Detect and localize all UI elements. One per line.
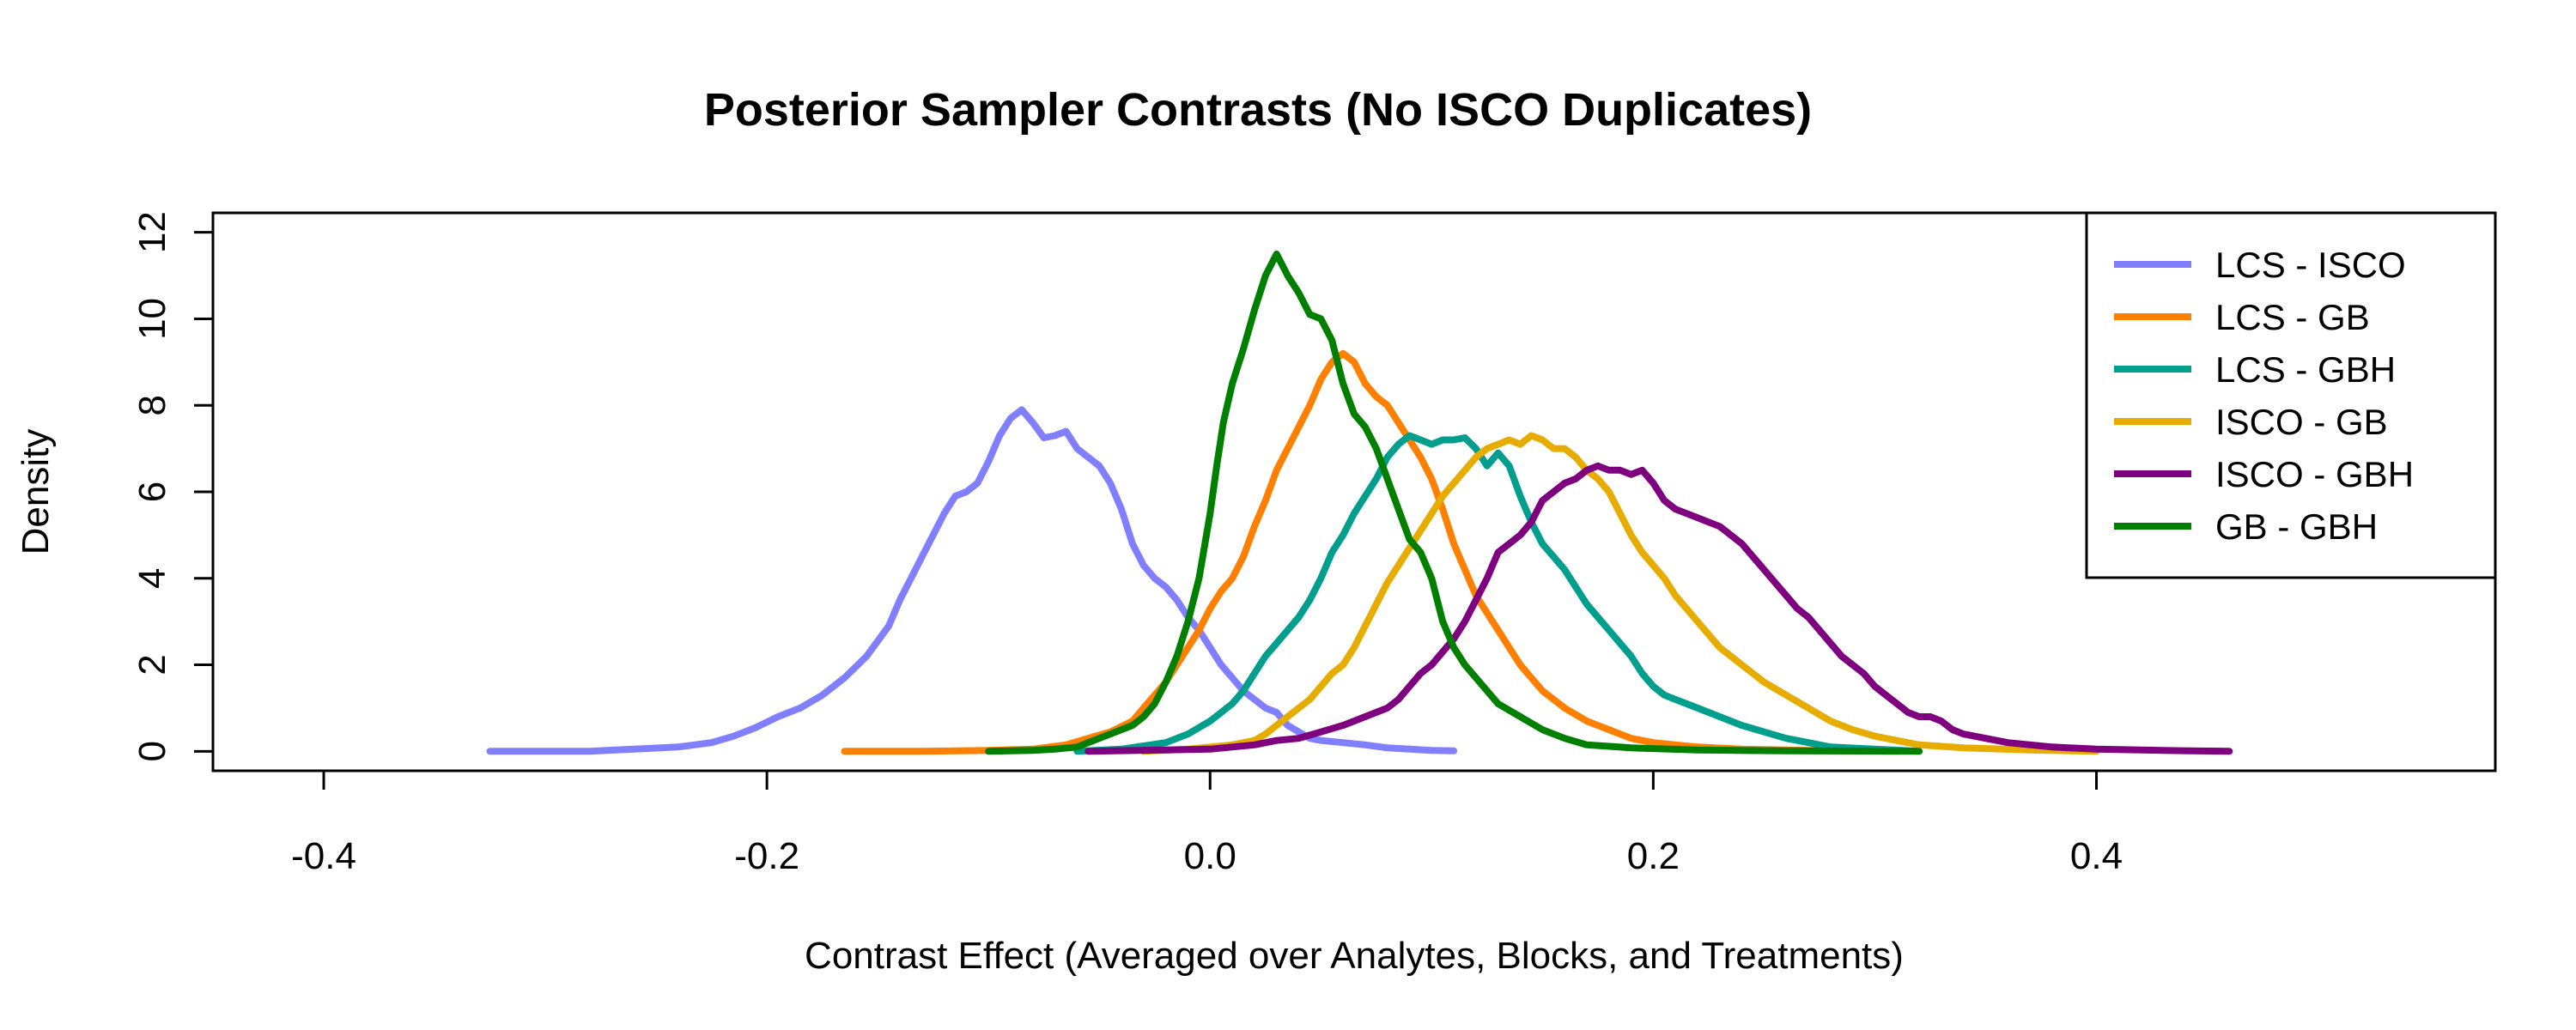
series-line-3 bbox=[1073, 432, 1923, 755]
y-tick-label: 8 bbox=[131, 395, 173, 415]
legend: LCS - ISCO LCS - GB LCS - GBH ISCO - GB ISCO… bbox=[2085, 211, 2497, 579]
x-tick-label: 0.2 bbox=[1627, 835, 1680, 877]
series-layer bbox=[486, 250, 2233, 755]
x-axis-label: Contrast Effect (Averaged over Analytes,… bbox=[805, 935, 1904, 977]
y-axis: 0 2 4 6 8 10 12 bbox=[131, 211, 213, 762]
chart-title: Posterior Sampler Contrasts (No ISCO Dup… bbox=[704, 84, 1812, 136]
legend-label: LCS - GBH bbox=[2215, 349, 2396, 390]
series-line-5 bbox=[1084, 462, 2233, 755]
y-tick-label: 0 bbox=[131, 741, 173, 761]
series-line-2 bbox=[841, 349, 1901, 755]
legend-item: ISCO - GBH bbox=[2114, 454, 2414, 494]
legend-label: GB - GBH bbox=[2215, 506, 2378, 547]
legend-box bbox=[2085, 211, 2497, 579]
x-tick-label: 0.0 bbox=[1184, 835, 1236, 877]
legend-label: ISCO - GB bbox=[2215, 402, 2388, 442]
x-tick-label: -0.2 bbox=[734, 835, 799, 877]
y-tick-label: 2 bbox=[131, 654, 173, 675]
legend-label: LCS - GB bbox=[2215, 297, 2370, 337]
y-tick-label: 4 bbox=[131, 568, 173, 589]
x-axis: -0.4 -0.2 0.0 0.2 0.4 bbox=[291, 771, 2123, 877]
y-axis-label: Density bbox=[15, 429, 57, 555]
legend-label: LCS - ISCO bbox=[2215, 245, 2406, 285]
y-tick-label: 10 bbox=[131, 298, 173, 340]
legend-item: LCS - GB bbox=[2114, 297, 2370, 337]
y-tick-label: 12 bbox=[131, 211, 173, 253]
series-line-6 bbox=[985, 250, 1923, 755]
x-tick-label: -0.4 bbox=[291, 835, 356, 877]
x-tick-label: 0.4 bbox=[2070, 835, 2123, 877]
legend-item: LCS - GBH bbox=[2114, 349, 2396, 390]
series-line-4 bbox=[1139, 432, 2100, 755]
y-tick-label: 6 bbox=[131, 482, 173, 502]
legend-item: GB - GBH bbox=[2114, 506, 2378, 547]
legend-item: LCS - ISCO bbox=[2114, 245, 2406, 285]
legend-label: ISCO - GBH bbox=[2215, 454, 2414, 494]
legend-item: ISCO - GB bbox=[2114, 402, 2388, 442]
